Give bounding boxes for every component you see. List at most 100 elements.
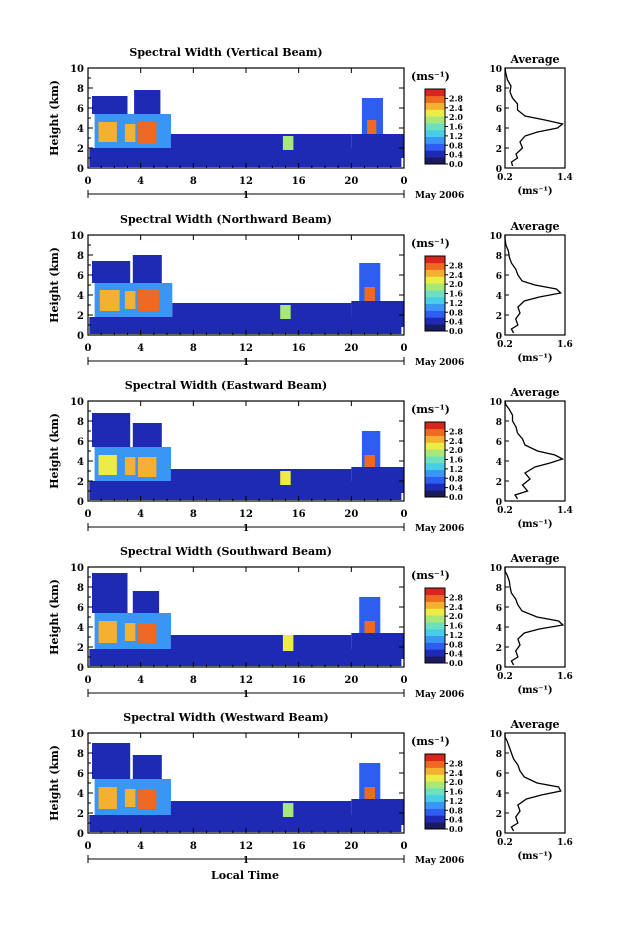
colorbar-tick-label: 0.0 — [449, 492, 463, 502]
heatmap-cell — [92, 261, 131, 283]
heatmap-cell — [92, 743, 131, 779]
colorbar-swatch — [425, 822, 445, 830]
heatmap-cell — [170, 134, 352, 152]
average-title: Average — [509, 718, 559, 731]
heatmap-cell — [367, 120, 377, 134]
heatmap-cell — [170, 469, 352, 487]
x-tick-label: 0 — [401, 675, 408, 686]
avg-x-axis-label: (ms⁻¹) — [517, 685, 552, 696]
colorbar-tick-label: 1.2 — [449, 796, 463, 806]
panel-4: Spectral Width (Westward Beam)0246810Hei… — [48, 711, 573, 866]
avg-y-tick-label: 2 — [496, 145, 502, 155]
colorbar-swatch — [425, 594, 445, 602]
heatmap-cell — [138, 789, 157, 809]
day-label: 1 — [243, 524, 249, 534]
y-tick-label: 10 — [70, 729, 84, 740]
x-tick-label: 12 — [239, 343, 253, 354]
avg-y-tick-label: 2 — [496, 644, 502, 654]
colorbar-tick-label: 1.6 — [449, 621, 463, 631]
y-tick-label: 0 — [77, 663, 84, 674]
average-frame — [504, 67, 566, 169]
x-tick-label: 8 — [190, 509, 197, 520]
panel-title: Spectral Width (Southward Beam) — [120, 545, 332, 558]
colorbar-tick-label: 2.0 — [449, 279, 463, 289]
average-profile-line — [504, 235, 563, 334]
colorbar-swatch — [425, 290, 445, 298]
colorbar-swatch — [425, 269, 445, 277]
panel-2: Spectral Width (Eastward Beam)0246810Hei… — [48, 379, 573, 534]
avg-x-tick-label: 1.6 — [557, 340, 573, 350]
colorbar-units: (ms⁻¹) — [411, 70, 450, 83]
colorbar-swatch — [425, 317, 445, 325]
colorbar-tick-label: 2.8 — [449, 93, 463, 103]
colorbar-swatch — [425, 262, 445, 270]
heatmap-cell — [89, 815, 402, 832]
date-label: May 2006 — [415, 690, 464, 700]
x-tick-label: 0 — [401, 343, 408, 354]
colorbar-swatch — [425, 615, 445, 623]
colorbar-units: (ms⁻¹) — [411, 735, 450, 748]
date-label: May 2006 — [415, 856, 464, 866]
colorbar-tick-label: 2.0 — [449, 777, 463, 787]
panel-1: Spectral Width (Northward Beam)0246810He… — [48, 213, 573, 368]
avg-y-tick-label: 0 — [496, 332, 502, 342]
heatmap-cell — [351, 301, 404, 327]
y-tick-label: 2 — [77, 477, 84, 488]
colorbar-swatch — [425, 143, 445, 151]
y-tick-label: 10 — [70, 563, 84, 574]
avg-y-tick-label: 6 — [496, 105, 502, 115]
y-tick-label: 2 — [77, 643, 84, 654]
heatmap-cell — [364, 455, 375, 469]
colorbar-swatch — [425, 129, 445, 138]
y-tick-label: 2 — [77, 311, 84, 322]
y-tick-label: 8 — [77, 251, 84, 262]
y-tick-label: 0 — [77, 164, 84, 175]
y-tick-label: 6 — [77, 769, 84, 780]
y-axis-label: Height (km) — [48, 80, 61, 156]
heatmap-cell — [282, 635, 294, 651]
colorbar-tick-label: 2.4 — [449, 768, 463, 778]
average-profile-line — [504, 400, 565, 500]
x-tick-label: 12 — [239, 675, 253, 686]
x-tick-label: 20 — [344, 343, 358, 354]
heatmap-cell — [124, 124, 136, 142]
colorbar-swatch — [425, 815, 445, 823]
avg-y-tick-label: 6 — [496, 438, 502, 448]
x-tick-label: 0 — [85, 176, 92, 187]
x-tick-label: 4 — [137, 675, 144, 686]
y-tick-label: 0 — [77, 331, 84, 342]
avg-x-tick-label: 0.2 — [497, 838, 513, 848]
heatmap-cell — [351, 799, 404, 825]
heatmap-cell — [124, 623, 136, 641]
average-title: Average — [509, 220, 559, 233]
avg-y-tick-label: 8 — [496, 252, 502, 262]
heatmap-cell — [92, 573, 128, 613]
heatmap-cell — [132, 755, 162, 779]
panel-3: Spectral Width (Southward Beam)0246810He… — [48, 545, 573, 700]
colorbar-tick-label: 2.4 — [449, 602, 463, 612]
colorbar-tick-label: 2.0 — [449, 445, 463, 455]
heatmap-cell — [89, 649, 402, 666]
colorbar-tick-label: 2.4 — [449, 436, 463, 446]
colorbar-swatch — [425, 303, 445, 311]
y-tick-label: 2 — [77, 144, 84, 155]
x-tick-label: 4 — [137, 841, 144, 852]
colorbar-swatch — [425, 136, 445, 144]
avg-y-tick-label: 10 — [489, 730, 502, 740]
colorbar-swatch — [425, 483, 445, 491]
colorbar-swatch — [425, 788, 445, 796]
heatmap-cell — [98, 621, 117, 643]
colorbar-swatch — [425, 283, 445, 291]
colorbar-swatch — [425, 754, 445, 762]
colorbar-tick-label: 0.4 — [449, 150, 463, 160]
colorbar-tick-label: 2.0 — [449, 112, 463, 122]
colorbar-tick-label: 2.8 — [449, 758, 463, 768]
panel-title: Spectral Width (Eastward Beam) — [125, 379, 327, 392]
colorbar-swatch — [425, 123, 445, 131]
y-tick-label: 4 — [77, 623, 84, 634]
avg-y-tick-label: 4 — [496, 292, 502, 302]
day-label: 1 — [243, 856, 249, 866]
colorbar-swatch — [425, 116, 445, 124]
colorbar-swatch — [425, 150, 445, 158]
avg-x-tick-label: 1.4 — [557, 506, 573, 516]
